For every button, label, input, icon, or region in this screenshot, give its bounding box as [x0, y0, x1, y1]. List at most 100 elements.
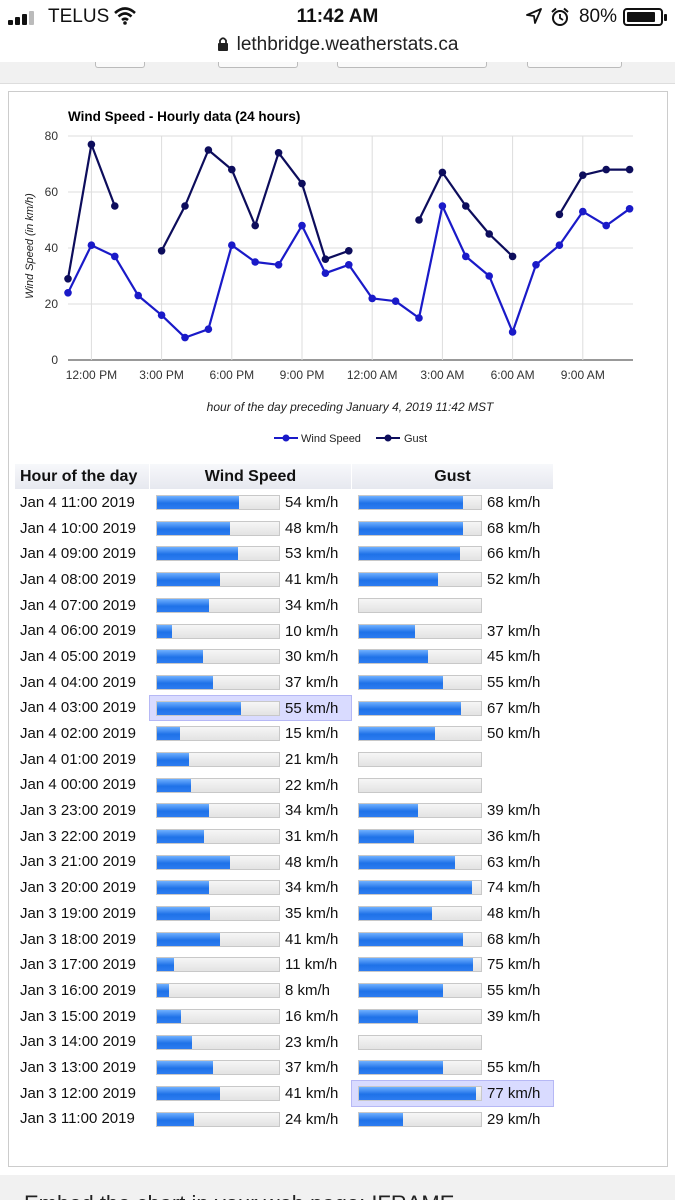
chart-legend[interactable]: Wind Speed Gust	[274, 433, 427, 445]
wind-speed-point[interactable]	[87, 241, 96, 249]
table-row: Jan 3 12:00 2019 41 km/h 77 km/h	[15, 1079, 554, 1107]
gust-point[interactable]	[508, 252, 517, 261]
wind-speed-point[interactable]	[602, 221, 610, 230]
gust-bar	[358, 520, 482, 536]
wind-speed-cell: 23 km/h	[150, 1029, 351, 1055]
gust-point[interactable]	[64, 275, 72, 283]
gust-point[interactable]	[204, 146, 213, 154]
gust-bar	[358, 906, 482, 922]
wind-speed-cell: 53 km/h	[150, 541, 351, 566]
wind-speed-bar	[156, 1111, 280, 1127]
gust-bar	[358, 1060, 482, 1076]
wind-speed-point[interactable]	[64, 289, 72, 297]
wind-speed-point[interactable]	[532, 261, 540, 269]
hourly-data-table: Hour of the day Wind Speed Gust Jan 4 11…	[14, 463, 554, 1132]
wind-speed-point[interactable]	[204, 325, 213, 333]
gust-point[interactable]	[579, 171, 587, 179]
gust-point[interactable]	[625, 165, 634, 174]
series-line-gust	[66, 143, 630, 279]
y-tick-label: 40	[45, 241, 59, 255]
bar-fill	[359, 496, 463, 510]
wind-speed-point[interactable]	[228, 241, 236, 249]
wind-speed-point[interactable]	[111, 252, 119, 261]
wind-speed-point[interactable]	[181, 333, 189, 342]
gust-point[interactable]	[462, 202, 470, 210]
gust-value: 55 km/h	[487, 982, 541, 1000]
gust-point[interactable]	[157, 247, 166, 255]
wind-speed-point[interactable]	[485, 272, 494, 280]
location-arrow-icon	[526, 8, 542, 24]
gust-point[interactable]	[345, 247, 353, 255]
wind-speed-point[interactable]	[368, 294, 377, 303]
gust-cell: 36 km/h	[352, 823, 553, 849]
table-row: Jan 3 13:00 2019 37 km/h 55 km/h	[15, 1055, 553, 1080]
wind-speed-point[interactable]	[462, 252, 470, 261]
wind-speed-bar	[156, 906, 280, 922]
wind-speed-point[interactable]	[251, 258, 259, 266]
gust-value: 68 km/h	[487, 930, 541, 948]
gust-value: 36 km/h	[487, 828, 541, 846]
bar-fill	[359, 1061, 443, 1075]
wind-speed-value: 48 km/h	[285, 853, 339, 871]
toolbar-control[interactable]	[218, 62, 298, 68]
gust-bar	[358, 1085, 482, 1101]
gust-point[interactable]	[555, 210, 564, 219]
wind-speed-point[interactable]	[555, 241, 564, 249]
status-bar: TELUS 11:42 AM 80%	[0, 0, 675, 34]
gust-point[interactable]	[438, 168, 447, 177]
table-row: Jan 3 16:00 2019 8 km/h 55 km/h	[15, 978, 553, 1003]
hour-cell: Jan 3 23:00 2019	[15, 798, 149, 823]
column-header-gust[interactable]: Gust	[352, 464, 553, 489]
gust-cell	[352, 747, 553, 772]
bar-fill	[157, 804, 209, 818]
gust-point[interactable]	[251, 221, 259, 230]
wind-speed-point[interactable]	[508, 328, 517, 336]
gust-point[interactable]	[298, 179, 306, 188]
battery-icon	[623, 8, 667, 26]
hour-cell: Jan 4 04:00 2019	[15, 669, 149, 695]
toolbar-control[interactable]	[527, 62, 622, 68]
wind-speed-point[interactable]	[134, 291, 142, 300]
gust-value: 39 km/h	[487, 802, 541, 820]
gust-point[interactable]	[321, 255, 330, 263]
bar-fill	[157, 650, 203, 664]
table-row: Jan 3 23:00 2019 34 km/h 39 km/h	[15, 798, 553, 823]
column-header-wind-speed[interactable]: Wind Speed	[150, 464, 351, 489]
address-bar[interactable]: lethbridge.weatherstats.ca	[0, 34, 675, 62]
wind-speed-point[interactable]	[345, 261, 353, 269]
gust-point[interactable]	[602, 165, 610, 174]
wind-speed-bar	[156, 803, 280, 819]
toolbar-control[interactable]	[337, 62, 487, 68]
wind-speed-cell: 37 km/h	[150, 1055, 351, 1080]
gust-point[interactable]	[228, 165, 236, 174]
wind-speed-value: 8 km/h	[285, 982, 331, 1000]
wind-speed-point[interactable]	[298, 221, 306, 230]
y-tick-label: 0	[51, 353, 58, 367]
wind-speed-point[interactable]	[391, 297, 400, 305]
wind-speed-point[interactable]	[438, 202, 447, 210]
column-header-hour[interactable]: Hour of the day	[15, 464, 149, 489]
gust-point[interactable]	[415, 216, 423, 224]
x-tick-label: 12:00 AM	[347, 368, 398, 382]
gust-cell: 29 km/h	[352, 1107, 553, 1132]
gust-point[interactable]	[274, 149, 283, 157]
wind-speed-cell: 10 km/h	[150, 618, 351, 644]
wind-speed-value: 37 km/h	[285, 673, 339, 691]
gust-bar	[358, 495, 482, 511]
gust-value: 67 km/h	[487, 699, 541, 717]
wind-speed-point[interactable]	[274, 261, 283, 269]
wind-speed-point[interactable]	[321, 269, 330, 277]
gust-point[interactable]	[485, 230, 494, 238]
wind-speed-point[interactable]	[625, 205, 634, 213]
wind-speed-point[interactable]	[157, 311, 166, 319]
table-row: Jan 4 01:00 2019 21 km/h	[15, 746, 553, 772]
wind-speed-point[interactable]	[579, 207, 587, 216]
hour-cell: Jan 3 13:00 2019	[15, 1055, 149, 1080]
gust-point[interactable]	[111, 202, 119, 210]
gust-cell: 68 km/h	[352, 515, 553, 541]
gust-point[interactable]	[181, 202, 189, 210]
wind-speed-point[interactable]	[415, 314, 423, 322]
toolbar-control[interactable]	[95, 62, 145, 68]
bar-fill	[157, 830, 205, 844]
gust-point[interactable]	[87, 140, 96, 149]
